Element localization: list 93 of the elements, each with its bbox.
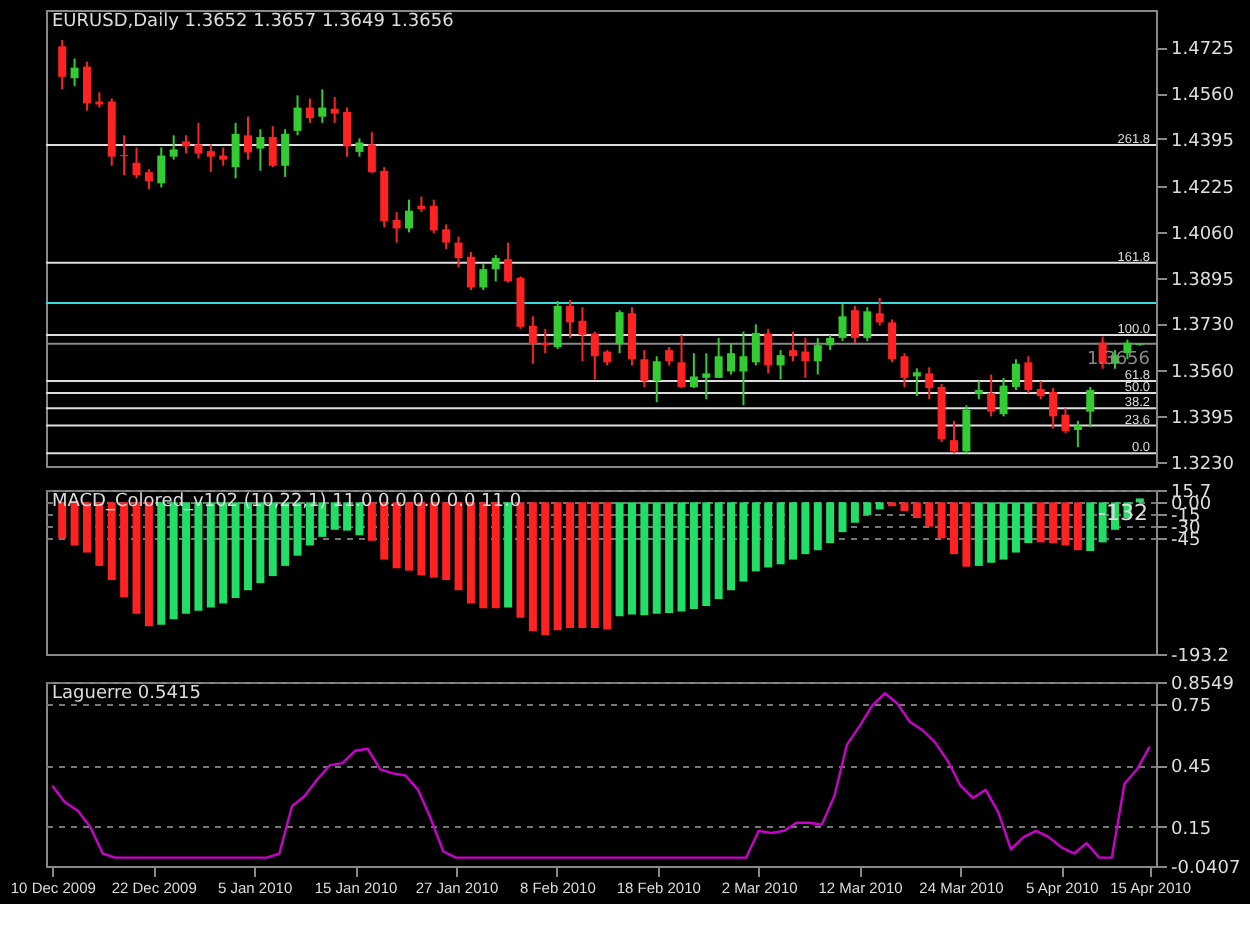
- candlestick: [405, 198, 414, 234]
- candlestick: [182, 134, 191, 155]
- candlestick: [318, 88, 327, 124]
- candlestick: [528, 315, 537, 365]
- candlestick: [243, 115, 252, 161]
- candlestick: [58, 38, 67, 91]
- candlestick: [987, 373, 996, 418]
- candlestick: [442, 223, 451, 250]
- candlestick: [1061, 407, 1070, 435]
- candlestick: [330, 96, 339, 124]
- candlestick: [652, 355, 661, 404]
- candlestick: [256, 128, 265, 172]
- candlestick: [950, 419, 959, 455]
- candlestick: [1049, 387, 1058, 430]
- candlestick: [838, 303, 847, 342]
- candlestick: [739, 330, 748, 407]
- candlestick: [813, 336, 822, 376]
- candlestick: [491, 254, 500, 283]
- candlestick: [776, 349, 785, 381]
- candlestick: [751, 323, 760, 367]
- chart-title: Laguerre 0.5415: [52, 684, 201, 704]
- candlestick: [1011, 358, 1020, 392]
- candlestick: [974, 379, 983, 401]
- candlestick: [281, 128, 290, 178]
- candlestick: [206, 143, 215, 174]
- candlestick: [702, 352, 711, 401]
- y-tick-label: -45: [1171, 530, 1201, 551]
- candlestick: [392, 211, 401, 244]
- y-tick-label: 1.3895: [1171, 270, 1234, 291]
- y-tick-label: 1.3395: [1171, 409, 1234, 430]
- candlestick: [268, 125, 277, 169]
- candlestick: [850, 305, 859, 344]
- y-tick-label: 1.3730: [1171, 316, 1235, 337]
- candlestick: [875, 297, 884, 327]
- candlestick: [566, 298, 575, 339]
- y-tick-label: 0.8549: [1171, 675, 1235, 695]
- candlestick: [677, 333, 686, 390]
- candlestick: [714, 336, 723, 379]
- y-tick-label: 0.75: [1171, 696, 1212, 717]
- candlestick: [925, 366, 934, 401]
- y-tick-label: 1.4395: [1171, 131, 1234, 152]
- candlestick: [962, 404, 971, 455]
- candlestick: [1073, 419, 1082, 449]
- candlestick: [590, 330, 599, 381]
- y-tick-label: 0.45: [1171, 758, 1212, 779]
- candlestick: [169, 134, 178, 161]
- candlestick: [900, 352, 909, 388]
- candlestick: [888, 318, 897, 364]
- candlestick: [1036, 379, 1045, 401]
- candlestick: [578, 306, 587, 363]
- candlestick: [764, 327, 773, 375]
- candlestick: [689, 352, 698, 390]
- y-tick-label: 1.4560: [1171, 86, 1235, 107]
- candlestick: [479, 263, 488, 291]
- y-tick-label: 0.15: [1171, 819, 1212, 840]
- candlestick: [429, 198, 438, 235]
- candlestick: [355, 137, 364, 158]
- candlestick: [640, 349, 649, 388]
- candlestick: [615, 309, 624, 355]
- candlestick: [231, 121, 240, 180]
- candlestick: [82, 60, 91, 112]
- candlestick: [343, 106, 352, 158]
- candlestick: [553, 300, 562, 351]
- candlestick: [627, 306, 636, 367]
- y-tick-label: 1.4225: [1171, 179, 1234, 200]
- candlestick: [132, 146, 141, 180]
- y-tick-label: 1.3560: [1171, 363, 1235, 384]
- candlestick: [305, 97, 314, 124]
- candlestick: [863, 306, 872, 342]
- candlestick: [665, 346, 674, 367]
- y-tick-label: -0.0407: [1171, 859, 1241, 879]
- candlestick: [801, 336, 810, 379]
- candlestick: [293, 94, 302, 137]
- y-tick-label: 1.3230: [1171, 454, 1235, 475]
- candlestick: [912, 367, 921, 398]
- candlestick: [788, 330, 797, 363]
- candlestick: [1086, 386, 1095, 428]
- candlestick: [454, 235, 463, 269]
- candlestick: [999, 376, 1008, 418]
- candlestick: [1024, 355, 1033, 395]
- y-tick-label: -193.2: [1171, 647, 1230, 667]
- candlestick: [504, 241, 513, 284]
- chart-title: EURUSD,Daily 1.3652 1.3657 1.3649 1.3656: [52, 12, 455, 32]
- y-tick-label: 1.4060: [1171, 224, 1235, 245]
- candlestick: [219, 146, 228, 167]
- candlestick: [194, 121, 203, 160]
- candlestick: [367, 131, 376, 175]
- candlestick: [466, 251, 475, 291]
- candlestick: [144, 168, 153, 191]
- candlestick: [157, 146, 166, 189]
- candlestick: [727, 343, 736, 376]
- y-tick-label: 1.4725: [1171, 40, 1234, 61]
- candlestick: [70, 57, 79, 88]
